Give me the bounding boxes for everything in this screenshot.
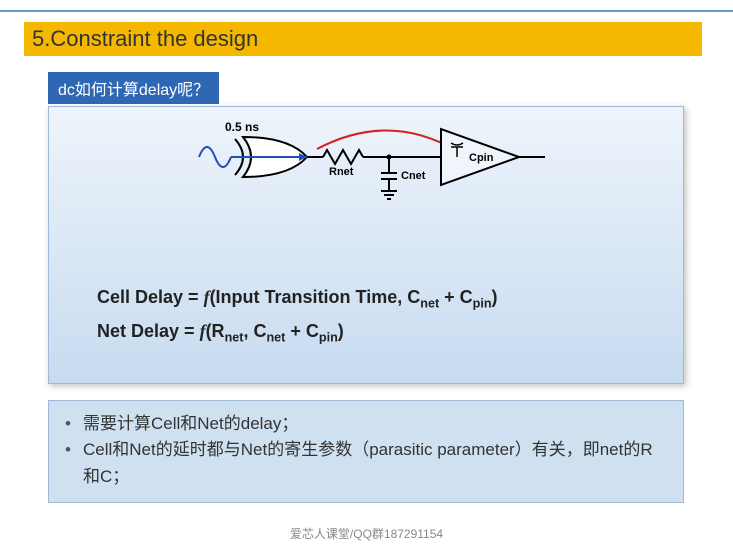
cnet-label: Cnet xyxy=(401,170,426,182)
text: + C xyxy=(285,321,319,341)
text: net xyxy=(420,297,439,311)
text: pin xyxy=(319,331,338,345)
formula-block: Cell Delay = f(Input Transition Time, Cn… xyxy=(97,281,498,350)
text: ) xyxy=(338,321,344,341)
top-rule xyxy=(0,10,733,12)
subtitle: dc如何计算delay呢？ xyxy=(48,72,219,104)
text: , C xyxy=(243,321,266,341)
text: (Input Transition Time, C xyxy=(210,287,421,307)
footer-credit: 爱芯人课堂/QQ群187291154 xyxy=(0,525,733,542)
text: pin xyxy=(473,297,492,311)
net-delay-formula: Net Delay = f(Rnet, Cnet + Cpin) xyxy=(97,315,498,349)
text: Net Delay = xyxy=(97,321,200,341)
text: net xyxy=(225,331,244,345)
text: + C xyxy=(439,287,473,307)
main-panel: 0.5 ns Rnet Cnet Cpin xyxy=(48,106,684,384)
cpin-label: Cpin xyxy=(469,152,494,164)
text: ) xyxy=(492,287,498,307)
rnet-label: Rnet xyxy=(329,166,354,178)
note-item-1: 需要计算Cell和Net的delay； xyxy=(63,411,669,437)
note-item-2: Cell和Net的延时都与Net的寄生参数（parasitic paramete… xyxy=(63,437,669,490)
text: (R xyxy=(206,321,225,341)
circuit-diagram: 0.5 ns Rnet Cnet Cpin xyxy=(189,117,569,227)
text: net xyxy=(266,331,285,345)
cell-delay-formula: Cell Delay = f(Input Transition Time, Cn… xyxy=(97,281,498,315)
notes-panel: 需要计算Cell和Net的delay； Cell和Net的延时都与Net的寄生参… xyxy=(48,400,684,503)
section-title: 5.Constraint the design xyxy=(24,22,702,56)
text: Cell Delay = xyxy=(97,287,204,307)
delay-label: 0.5 ns xyxy=(225,120,259,134)
